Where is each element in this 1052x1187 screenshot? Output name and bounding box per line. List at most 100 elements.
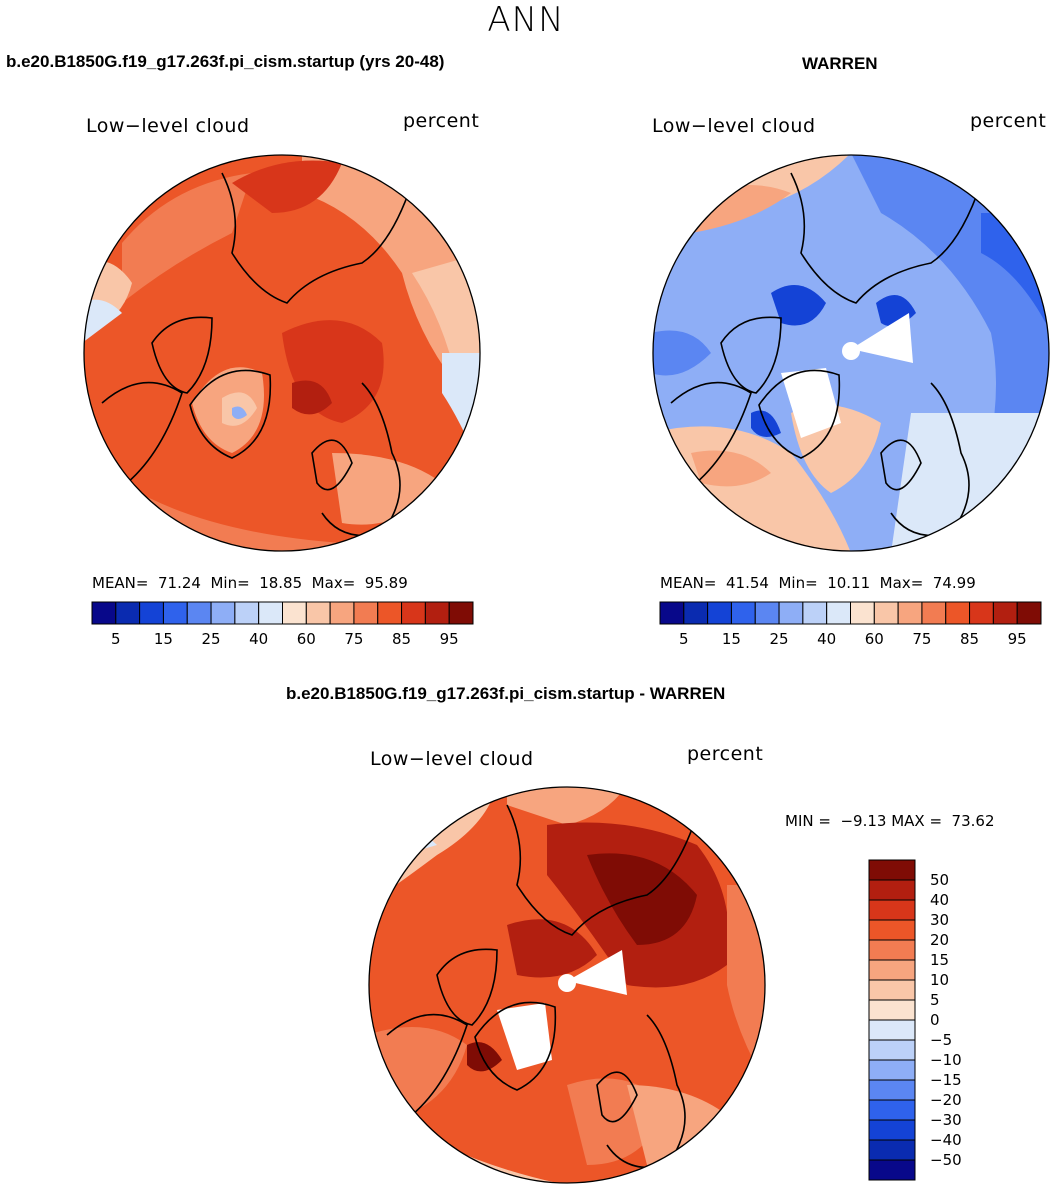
colorbar-tick-label: 60	[296, 630, 316, 648]
map-missing-sector	[851, 313, 913, 363]
map-missing-sector	[567, 950, 627, 995]
colorbar-swatch	[305, 601, 331, 625]
colorbar-tick-label: 5	[111, 630, 121, 648]
coastline	[386, 1013, 468, 1116]
colorbar-swatch	[868, 919, 916, 941]
map-field-region	[467, 1042, 502, 1072]
pole-hole	[558, 974, 576, 992]
colorbar-swatch	[868, 1159, 916, 1181]
coastline	[101, 381, 183, 484]
colorbar-swatch	[868, 1019, 916, 1041]
coastline	[321, 382, 401, 537]
colorbar-tick-label: 25	[201, 630, 221, 648]
colorbar-tick-label: 75	[344, 630, 364, 648]
colorbar-swatch	[115, 601, 141, 625]
coastline	[151, 316, 213, 394]
map-field-region	[292, 380, 332, 415]
coastline	[758, 369, 841, 459]
diff-colorbar	[868, 859, 916, 1181]
coastline	[880, 439, 922, 491]
colorbar-swatch	[659, 601, 685, 625]
left-colorbar	[91, 601, 474, 625]
right-variable-label: Low−level cloud	[652, 115, 816, 137]
colorbar-tick-label: 0	[930, 1011, 940, 1029]
coastline	[436, 948, 498, 1026]
diff-case-title: b.e20.B1850G.f19_g17.263f.pi_cism.startu…	[286, 684, 726, 703]
map-field-region	[691, 450, 771, 487]
map-missing-sector	[497, 1003, 552, 1070]
colorbar-swatch	[448, 601, 474, 625]
colorbar-swatch	[868, 939, 916, 961]
colorbar-swatch	[162, 601, 188, 625]
map-field-region	[232, 160, 342, 213]
colorbar-tick-label: 5	[930, 991, 940, 1009]
colorbar-swatch	[868, 1059, 916, 1081]
colorbar-tick-label: 5	[679, 630, 689, 648]
colorbar-swatch	[868, 1099, 916, 1121]
diff-colorbar-ticks: 50 40 30 20 15 10 5 0 −5 −10 −15 −20 −30 −40 −50	[930, 860, 990, 1180]
colorbar-swatch	[826, 601, 851, 625]
right-units-label: percent	[970, 110, 1047, 132]
right-polar-map	[652, 154, 1050, 552]
colorbar-tick-label: 30	[930, 911, 950, 929]
colorbar-swatch	[802, 601, 828, 625]
colorbar-swatch	[424, 601, 450, 625]
map-boundary	[368, 786, 766, 1184]
colorbar-swatch	[778, 601, 804, 625]
colorbar-swatch	[754, 601, 780, 625]
left-case-title: b.e20.B1850G.f19_g17.263f.pi_cism.startu…	[6, 52, 445, 71]
colorbar-swatch	[91, 601, 117, 625]
pole-hole	[842, 342, 860, 360]
colorbar-swatch	[868, 859, 916, 881]
colorbar-tick-label: −5	[930, 1031, 953, 1049]
colorbar-swatch	[683, 601, 709, 625]
colorbar-swatch	[969, 601, 994, 625]
right-case-title: WARREN	[802, 54, 878, 73]
colorbar-swatch	[730, 601, 756, 625]
colorbar-swatch	[401, 601, 426, 625]
colorbar-tick-label: −30	[930, 1111, 962, 1129]
coastline	[670, 381, 752, 484]
map-field-region	[727, 885, 765, 1085]
colorbar-tick-label: 95	[439, 630, 459, 648]
colorbar-tick-label: −20	[930, 1091, 962, 1109]
colorbar-tick-label: −15	[930, 1071, 962, 1089]
colorbar-swatch	[329, 601, 355, 625]
coastline	[890, 382, 970, 537]
diff-variable-label: Low−level cloud	[370, 748, 534, 770]
map-field-region	[232, 406, 247, 419]
colorbar-swatch	[868, 959, 916, 981]
colorbar-swatch	[850, 601, 875, 625]
colorbar-tick-label: 40	[249, 630, 269, 648]
coastline	[506, 804, 698, 936]
colorbar-tick-label: 10	[930, 971, 950, 989]
colorbar-tick-label: 25	[769, 630, 789, 648]
coastline	[790, 172, 982, 304]
colorbar-swatch	[353, 601, 379, 625]
season-title: ANN	[487, 0, 565, 40]
map-field-region	[507, 787, 627, 825]
colorbar-tick-label: 85	[960, 630, 980, 648]
colorbar-swatch	[707, 601, 732, 625]
diff-units-label: percent	[687, 743, 764, 765]
colorbar-swatch	[258, 601, 283, 625]
coastline	[189, 369, 272, 459]
map-field-region	[653, 330, 711, 376]
coastline	[221, 172, 413, 304]
colorbar-tick-label: −10	[930, 1051, 962, 1069]
colorbar-swatch	[868, 1119, 916, 1141]
left-colorbar-ticks: 5 15 25 40 60 75 85 95	[92, 630, 473, 650]
colorbar-swatch	[868, 1139, 916, 1161]
right-colorbar-ticks: 5 15 25 40 60 75 85 95	[660, 630, 1041, 650]
colorbar-swatch	[873, 601, 899, 625]
coastline	[311, 439, 353, 491]
left-stats: MEAN= 71.24 Min= 18.85 Max= 95.89	[92, 574, 408, 592]
colorbar-swatch	[868, 979, 916, 1001]
colorbar-swatch	[210, 601, 236, 625]
colorbar-swatch	[945, 601, 971, 625]
diff-stats: MIN = −9.13 MAX = 73.62	[785, 812, 995, 830]
map-field-region	[84, 299, 122, 343]
colorbar-swatch	[139, 601, 164, 625]
colorbar-swatch	[992, 601, 1018, 625]
colorbar-tick-label: 15	[153, 630, 173, 648]
